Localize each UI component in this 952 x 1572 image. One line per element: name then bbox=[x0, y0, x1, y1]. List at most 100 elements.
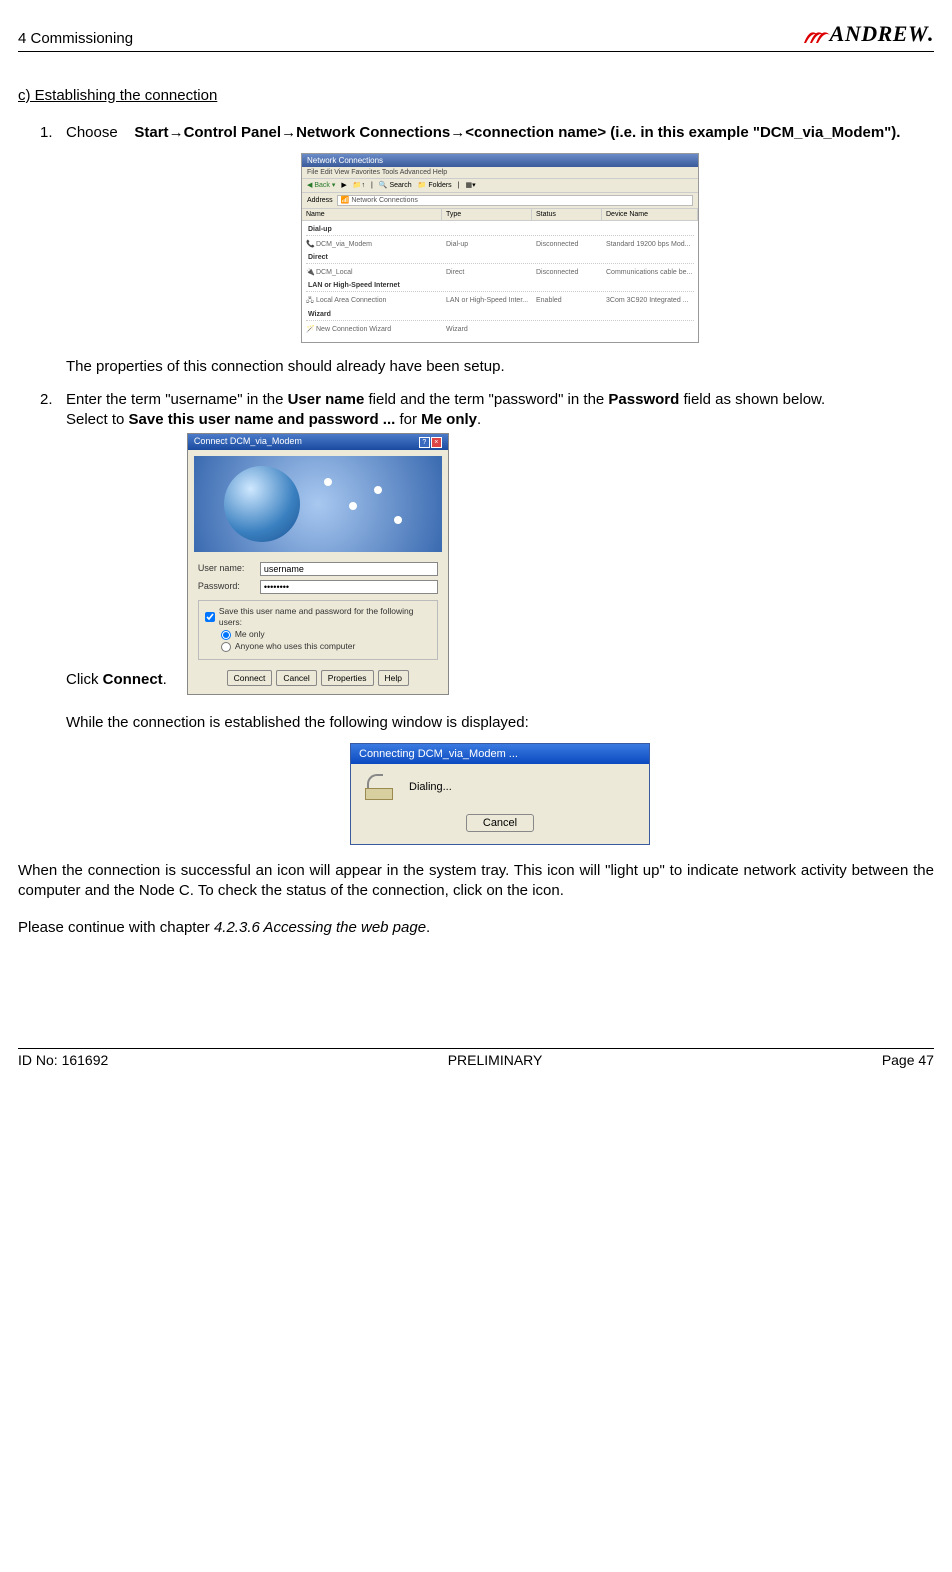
group-dialup: Dial-up bbox=[306, 223, 694, 236]
connection-icon: 🔌 bbox=[306, 268, 316, 277]
dialog-button-row: Connect Cancel Properties Help bbox=[188, 662, 448, 694]
views-button[interactable]: ▦▾ bbox=[466, 181, 476, 190]
step1-afterfig: The properties of this connection should… bbox=[66, 357, 934, 377]
me-only-row: Me only bbox=[221, 629, 431, 640]
cell-type: Direct bbox=[446, 268, 536, 277]
back-label: Back bbox=[314, 182, 330, 189]
window-menubar[interactable]: File Edit View Favorites Tools Advanced … bbox=[302, 167, 698, 179]
t: field as shown below. bbox=[679, 391, 825, 408]
nav-network-connections: Network Connections bbox=[296, 124, 450, 141]
window-toolbar[interactable]: ◀ Back ▾ ▶ 📁↑ | 🔍 Search 📁 Folders | ▦▾ bbox=[302, 179, 698, 193]
me-only-radio[interactable] bbox=[221, 630, 231, 640]
dialog-titlebar: Connect DCM_via_Modem ?× bbox=[188, 434, 448, 450]
dot-icon bbox=[394, 516, 402, 524]
dot-icon bbox=[374, 486, 382, 494]
back-button[interactable]: ◀ Back ▾ bbox=[307, 181, 335, 190]
cell-device: 3Com 3C920 Integrated ... bbox=[606, 296, 694, 305]
close-window-button[interactable]: × bbox=[431, 437, 442, 448]
cell-type: LAN or High-Speed Inter... bbox=[446, 296, 536, 305]
col-type[interactable]: Type bbox=[442, 209, 532, 220]
closing-para-2: Please continue with chapter 4.2.3.6 Acc… bbox=[18, 918, 934, 938]
cancel-row: Cancel bbox=[363, 814, 637, 832]
connect-bold: Connect bbox=[103, 671, 163, 688]
status-text: Dialing... bbox=[409, 780, 452, 794]
col-status[interactable]: Status bbox=[532, 209, 602, 220]
password-row: Password: bbox=[188, 578, 448, 596]
nav-connection-name: <connection name> (i.e. in this example … bbox=[465, 124, 900, 141]
connecting-dialog: Connecting DCM_via_Modem ... Dialing... … bbox=[350, 743, 650, 845]
username-input[interactable] bbox=[260, 562, 438, 576]
folders-button[interactable]: 📁 Folders bbox=[418, 181, 452, 190]
section-heading: c) Establishing the connection bbox=[18, 86, 934, 106]
folders-label: Folders bbox=[428, 182, 451, 189]
help-window-button[interactable]: ? bbox=[419, 437, 430, 448]
search-label: Search bbox=[389, 182, 411, 189]
cell-name: DCM_via_Modem bbox=[316, 240, 446, 249]
footer-page: Page 47 bbox=[882, 1051, 934, 1069]
anyone-radio[interactable] bbox=[221, 642, 231, 652]
search-button[interactable]: 🔍 Search bbox=[379, 181, 412, 190]
figure-1-wrap: Network Connections File Edit View Favor… bbox=[66, 153, 934, 343]
row-dcm-modem[interactable]: 📞 DCM_via_Modem Dial-up Disconnected Sta… bbox=[306, 238, 694, 251]
connecting-body: Dialing... Cancel bbox=[351, 764, 649, 844]
group-lan: LAN or High-Speed Internet bbox=[306, 279, 694, 292]
t: Select to bbox=[66, 411, 129, 428]
address-bar: Address 📶 Network Connections bbox=[302, 193, 698, 209]
dialog-title: Connect DCM_via_Modem bbox=[194, 436, 302, 448]
t: . bbox=[426, 919, 430, 936]
brand-logo: ANDREW. bbox=[802, 20, 934, 49]
forward-button[interactable]: ▶ bbox=[341, 181, 346, 190]
col-name[interactable]: Name bbox=[302, 209, 442, 220]
chapter-ref: 4.2.3.6 Accessing the web page bbox=[214, 919, 426, 936]
up-button[interactable]: 📁↑ bbox=[353, 181, 365, 190]
t: Enter the term "username" in the bbox=[66, 391, 288, 408]
row-lan[interactable]: 🖧 Local Area Connection LAN or High-Spee… bbox=[306, 294, 694, 307]
wizard-icon: 🪄 bbox=[306, 325, 316, 334]
password-label: Password: bbox=[198, 581, 260, 593]
cancel-button[interactable]: Cancel bbox=[466, 814, 534, 832]
status-row: Dialing... bbox=[363, 774, 637, 800]
cell-name: New Connection Wizard bbox=[316, 325, 446, 334]
t: . bbox=[477, 411, 481, 428]
cell-status: Disconnected bbox=[536, 240, 606, 249]
connection-icon: 📞 bbox=[306, 240, 316, 249]
connections-body: Dial-up 📞 DCM_via_Modem Dial-up Disconne… bbox=[302, 221, 698, 342]
password-input[interactable] bbox=[260, 580, 438, 594]
cell-type: Dial-up bbox=[446, 240, 536, 249]
dot-icon bbox=[349, 502, 357, 510]
t: Please continue with chapter bbox=[18, 919, 214, 936]
connect-dialog: Connect DCM_via_Modem ?× User name: bbox=[187, 433, 449, 695]
figure-3-wrap: Connecting DCM_via_Modem ... Dialing... … bbox=[66, 743, 934, 845]
cancel-button[interactable]: Cancel bbox=[276, 670, 316, 686]
arrow-icon: → bbox=[281, 124, 296, 141]
row-wizard[interactable]: 🪄 New Connection Wizard Wizard bbox=[306, 323, 694, 336]
step1-lead: Choose bbox=[66, 124, 118, 141]
t: Click bbox=[66, 671, 103, 688]
save-creds-label: Save this user name and password ... bbox=[129, 411, 396, 428]
while-connection-text: While the connection is established the … bbox=[66, 713, 934, 733]
help-button[interactable]: Help bbox=[378, 670, 409, 686]
username-row: User name: bbox=[188, 560, 448, 578]
column-headers: Name Type Status Device Name bbox=[302, 209, 698, 221]
anyone-text: Anyone who uses this computer bbox=[235, 641, 355, 652]
properties-button[interactable]: Properties bbox=[321, 670, 374, 686]
brand-text: ANDREW bbox=[830, 20, 928, 49]
step1-text: Choose Start→Control Panel→Network Conne… bbox=[66, 123, 934, 143]
col-device[interactable]: Device Name bbox=[602, 209, 698, 220]
step-1: 1. Choose Start→Control Panel→Network Co… bbox=[44, 123, 934, 376]
connecting-titlebar: Connecting DCM_via_Modem ... bbox=[351, 744, 649, 764]
connect-button[interactable]: Connect bbox=[227, 670, 273, 686]
row-dcm-local[interactable]: 🔌 DCM_Local Direct Disconnected Communic… bbox=[306, 266, 694, 279]
username-label: User name: bbox=[198, 563, 260, 575]
step2-line1: Enter the term "username" in the User na… bbox=[66, 390, 934, 410]
save-creds-group: Save this user name and password for the… bbox=[198, 600, 438, 660]
connection-icon: 🖧 bbox=[306, 296, 316, 305]
window-titlebar: Network Connections bbox=[302, 154, 698, 167]
address-field[interactable]: 📶 Network Connections bbox=[337, 195, 693, 206]
password-field-label: Password bbox=[608, 391, 679, 408]
cell-device: Communications cable be... bbox=[606, 268, 694, 277]
save-creds-checkbox[interactable] bbox=[205, 612, 215, 622]
click-connect-text: Click Connect. bbox=[66, 670, 167, 700]
cell-device bbox=[606, 325, 694, 334]
step-2: 2. Enter the term "username" in the User… bbox=[44, 390, 934, 845]
